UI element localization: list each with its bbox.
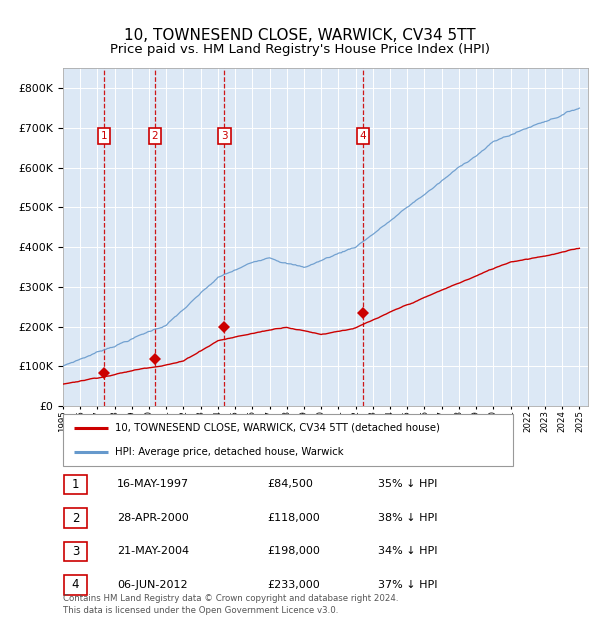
Text: 4: 4	[360, 131, 367, 141]
Text: 16-MAY-1997: 16-MAY-1997	[117, 479, 189, 489]
FancyBboxPatch shape	[63, 414, 513, 466]
Text: £84,500: £84,500	[267, 479, 313, 489]
Text: HPI: Average price, detached house, Warwick: HPI: Average price, detached house, Warw…	[115, 447, 343, 457]
Text: £198,000: £198,000	[267, 546, 320, 556]
Text: 3: 3	[72, 545, 79, 558]
FancyBboxPatch shape	[64, 508, 87, 528]
Text: 1: 1	[72, 478, 79, 491]
FancyBboxPatch shape	[64, 575, 87, 595]
Text: £118,000: £118,000	[267, 513, 320, 523]
Text: 10, TOWNESEND CLOSE, WARWICK, CV34 5TT: 10, TOWNESEND CLOSE, WARWICK, CV34 5TT	[124, 28, 476, 43]
Text: 2: 2	[151, 131, 158, 141]
Text: 2: 2	[72, 512, 79, 525]
Text: Price paid vs. HM Land Registry's House Price Index (HPI): Price paid vs. HM Land Registry's House …	[110, 43, 490, 56]
Text: 28-APR-2000: 28-APR-2000	[117, 513, 189, 523]
Text: 38% ↓ HPI: 38% ↓ HPI	[378, 513, 437, 523]
Text: 34% ↓ HPI: 34% ↓ HPI	[378, 546, 437, 556]
Text: £233,000: £233,000	[267, 580, 320, 590]
Text: 1: 1	[100, 131, 107, 141]
Text: 37% ↓ HPI: 37% ↓ HPI	[378, 580, 437, 590]
Text: 4: 4	[72, 578, 79, 591]
Text: 10, TOWNESEND CLOSE, WARWICK, CV34 5TT (detached house): 10, TOWNESEND CLOSE, WARWICK, CV34 5TT (…	[115, 423, 440, 433]
Text: 35% ↓ HPI: 35% ↓ HPI	[378, 479, 437, 489]
Text: 21-MAY-2004: 21-MAY-2004	[117, 546, 189, 556]
FancyBboxPatch shape	[64, 542, 87, 561]
Text: 3: 3	[221, 131, 228, 141]
Text: Contains HM Land Registry data © Crown copyright and database right 2024.
This d: Contains HM Land Registry data © Crown c…	[63, 594, 398, 615]
Text: 06-JUN-2012: 06-JUN-2012	[117, 580, 188, 590]
FancyBboxPatch shape	[64, 475, 87, 494]
